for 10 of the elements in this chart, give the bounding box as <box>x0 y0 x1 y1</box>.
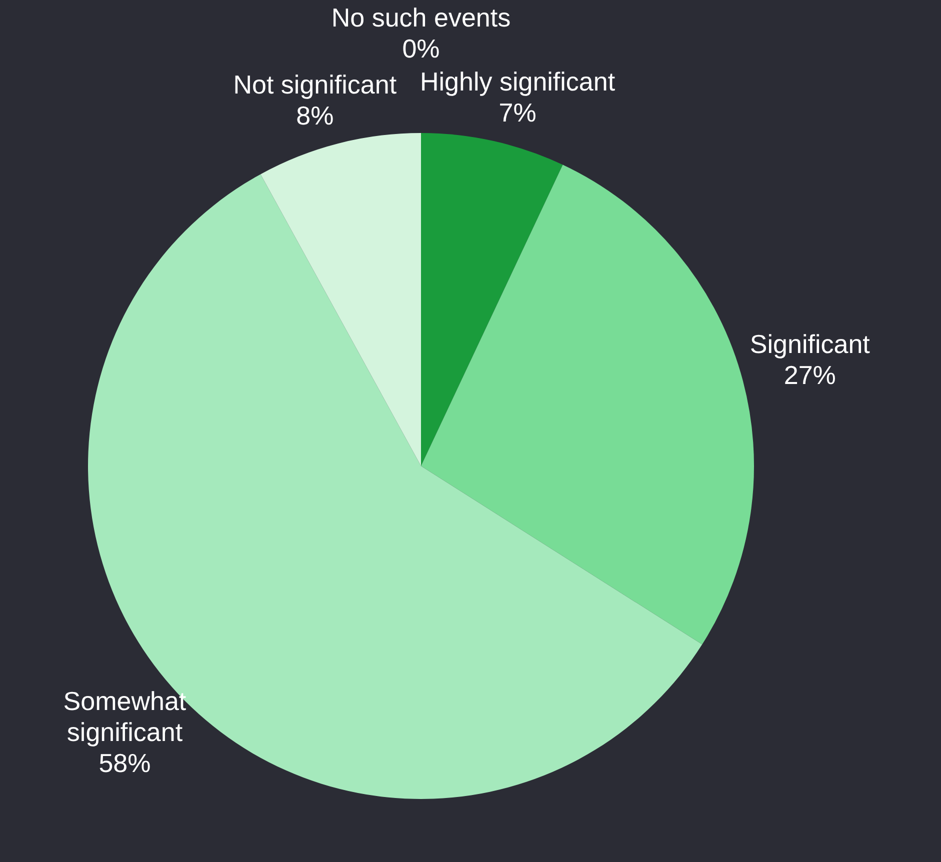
data-label: 27% <box>784 360 836 390</box>
slice-label: Somewhat significant <box>63 686 187 748</box>
slice-label: Significant <box>750 328 871 359</box>
slice-label: Not significant <box>233 69 398 100</box>
slice-label: Highly significant <box>420 66 616 97</box>
category-label: No such events <box>331 2 511 33</box>
data-label: 8% <box>296 100 334 130</box>
data-label: 7% <box>498 98 536 128</box>
text: 0% <box>402 34 440 64</box>
data-label: 58% <box>98 748 151 778</box>
